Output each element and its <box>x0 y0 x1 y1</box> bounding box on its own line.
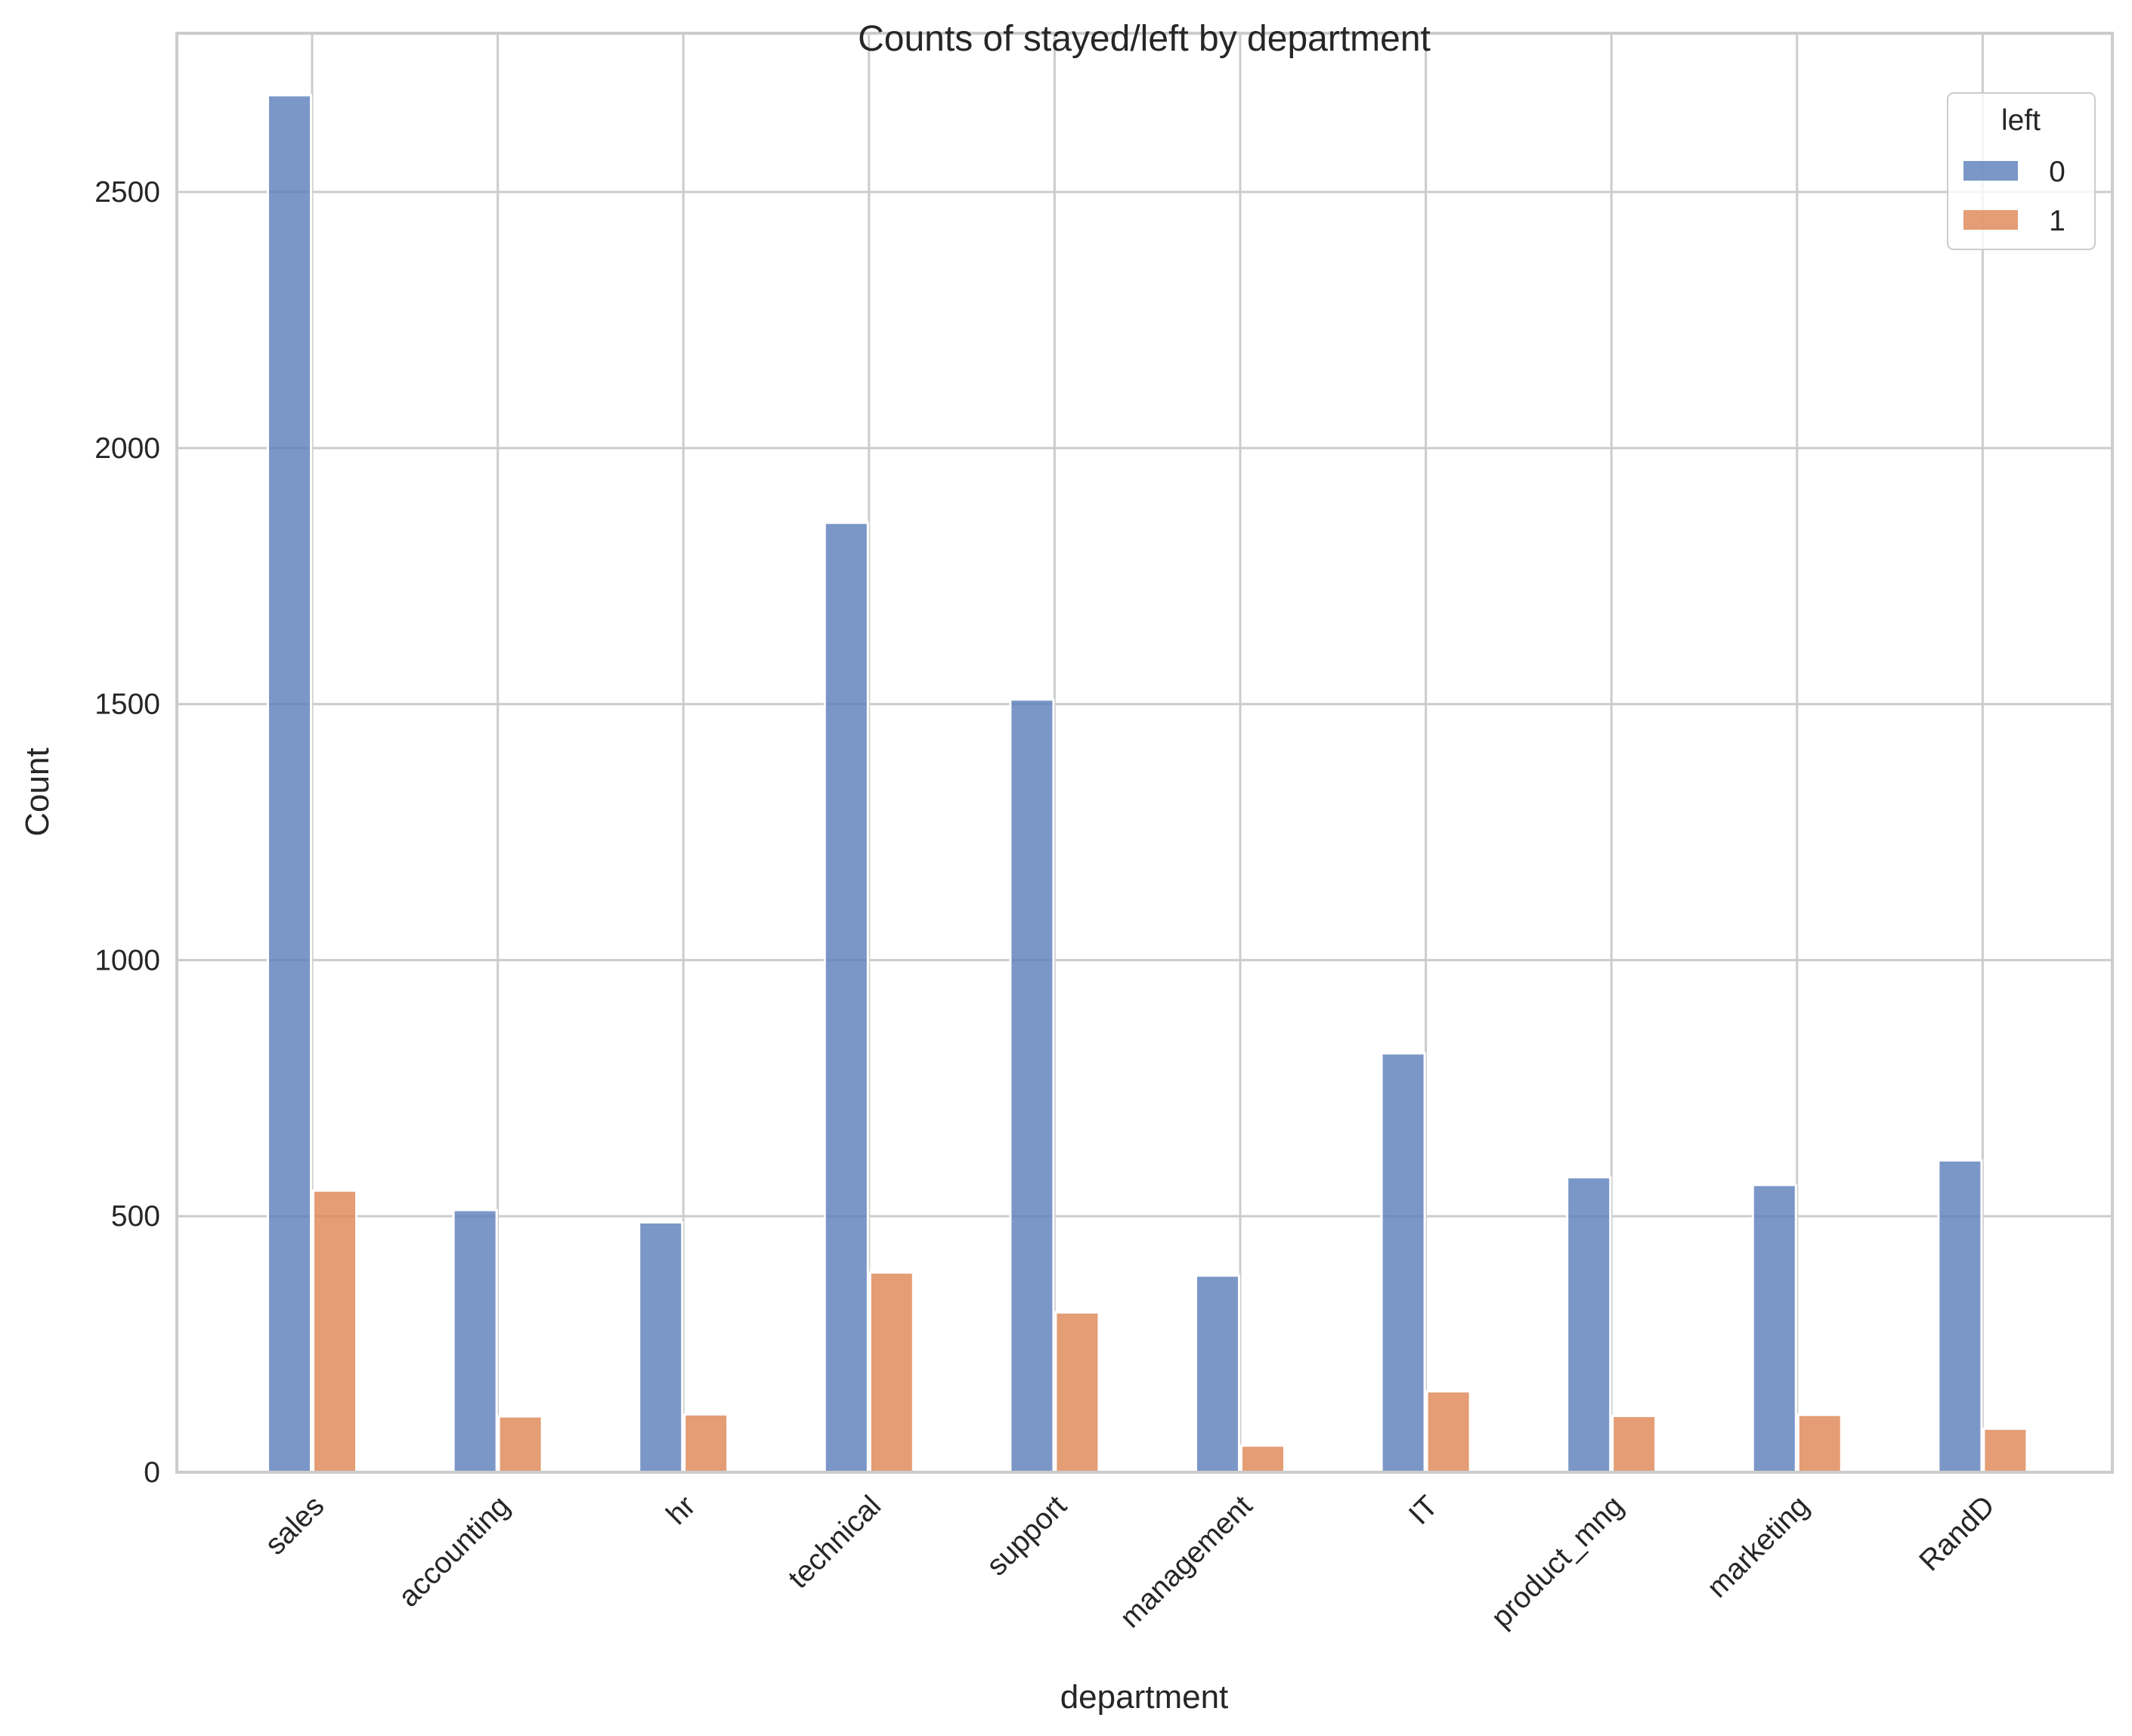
bar-support-left-1 <box>1054 1311 1100 1474</box>
chart-title: Counts of stayed/left by department <box>858 19 1431 59</box>
legend-label-0: 0 <box>2049 156 2065 188</box>
bar-accounting-left-1 <box>497 1415 543 1474</box>
bar-management-left-0 <box>1195 1274 1240 1474</box>
bar-hr-left-0 <box>638 1221 684 1474</box>
bar-RandD-left-1 <box>1982 1427 2028 1474</box>
y-tick-label: 0 <box>144 1456 160 1489</box>
bar-IT-left-1 <box>1425 1390 1471 1474</box>
bar-accounting-left-0 <box>452 1208 498 1474</box>
y-tick-labels: 0 500 1000 1500 2000 2500 <box>94 176 160 1489</box>
legend-swatch-1 <box>1963 210 2018 230</box>
bar-marketing-left-0 <box>1751 1184 1797 1474</box>
bar-hr-left-1 <box>683 1413 729 1474</box>
bar-product_mng-left-0 <box>1566 1176 1612 1474</box>
legend: left 0 1 <box>1947 92 2096 250</box>
bars-layer <box>267 94 2028 1474</box>
y-tick-label: 1500 <box>94 689 160 721</box>
bar-technical-left-0 <box>823 521 869 1474</box>
bar-RandD-left-0 <box>1937 1159 1983 1474</box>
bar-IT-left-0 <box>1380 1052 1426 1474</box>
bar-technical-left-1 <box>868 1271 914 1474</box>
y-tick-label: 500 <box>111 1200 160 1233</box>
y-tick-label: 2000 <box>94 432 160 465</box>
legend-swatch-0 <box>1963 161 2018 181</box>
bar-marketing-left-1 <box>1796 1413 1843 1474</box>
bar-product_mng-left-1 <box>1611 1414 1657 1474</box>
bar-sales-left-1 <box>312 1189 357 1474</box>
bar-management-left-1 <box>1240 1444 1286 1474</box>
bar-support-left-0 <box>1009 698 1055 1474</box>
x-axis-label: department <box>1060 1679 1229 1716</box>
y-tick-label: 2500 <box>94 176 160 209</box>
y-tick-label: 1000 <box>94 944 160 976</box>
y-axis-label: Count <box>19 747 56 836</box>
legend-label-1: 1 <box>2049 205 2065 237</box>
legend-title: left <box>2001 104 2041 137</box>
plot-frame <box>175 32 2114 1474</box>
bar-sales-left-0 <box>267 94 312 1474</box>
